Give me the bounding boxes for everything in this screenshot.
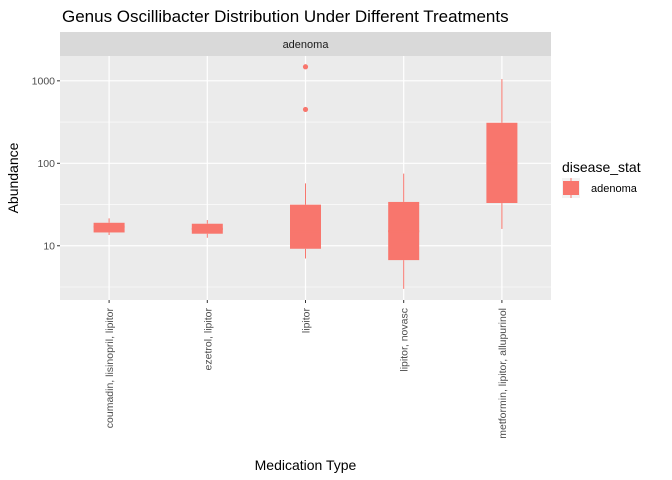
y-tick-label-2: 1000 — [32, 75, 56, 87]
outlier-2-0 — [302, 106, 309, 113]
x-axis-title: Medication Type — [255, 457, 357, 473]
x-axis: coumadin, lisinopril, lipitor ezetrol, li… — [104, 300, 509, 439]
x-tick-label-2: lipitor — [301, 307, 313, 333]
chart-title: Genus Oscillibacter Distribution Under D… — [62, 7, 509, 26]
x-tick-label-4: metformin, lipitor, allupurinol — [497, 308, 509, 439]
facet-strip-label: adenoma — [283, 39, 330, 51]
box-1 — [191, 220, 223, 238]
outlier-2-1 — [302, 64, 309, 70]
facet-strip — [60, 32, 551, 56]
x-tick-label-0: coumadin, lisinopril, lipitor — [104, 307, 116, 428]
legend-title: disease_stat — [562, 159, 641, 175]
box-0 — [93, 218, 125, 236]
box-3 — [388, 173, 420, 289]
x-tick-label-3: lipitor, novasc — [399, 308, 411, 372]
box-2 — [290, 64, 321, 259]
y-axis-title: Abundance — [5, 142, 21, 213]
box-series — [93, 64, 518, 289]
x-tick-label-1: ezetrol, lipitor — [202, 308, 214, 371]
legend: disease_stat adenoma — [562, 159, 641, 198]
box-4 — [486, 79, 518, 229]
legend-label-adenoma: adenoma — [591, 183, 638, 195]
legend-swatch-adenoma — [563, 181, 579, 195]
box-body-2 — [290, 204, 321, 249]
y-tick-label-1: 100 — [37, 158, 55, 170]
y-tick-label-0: 10 — [43, 240, 55, 252]
y-axis: 10 100 1000 — [32, 75, 60, 252]
